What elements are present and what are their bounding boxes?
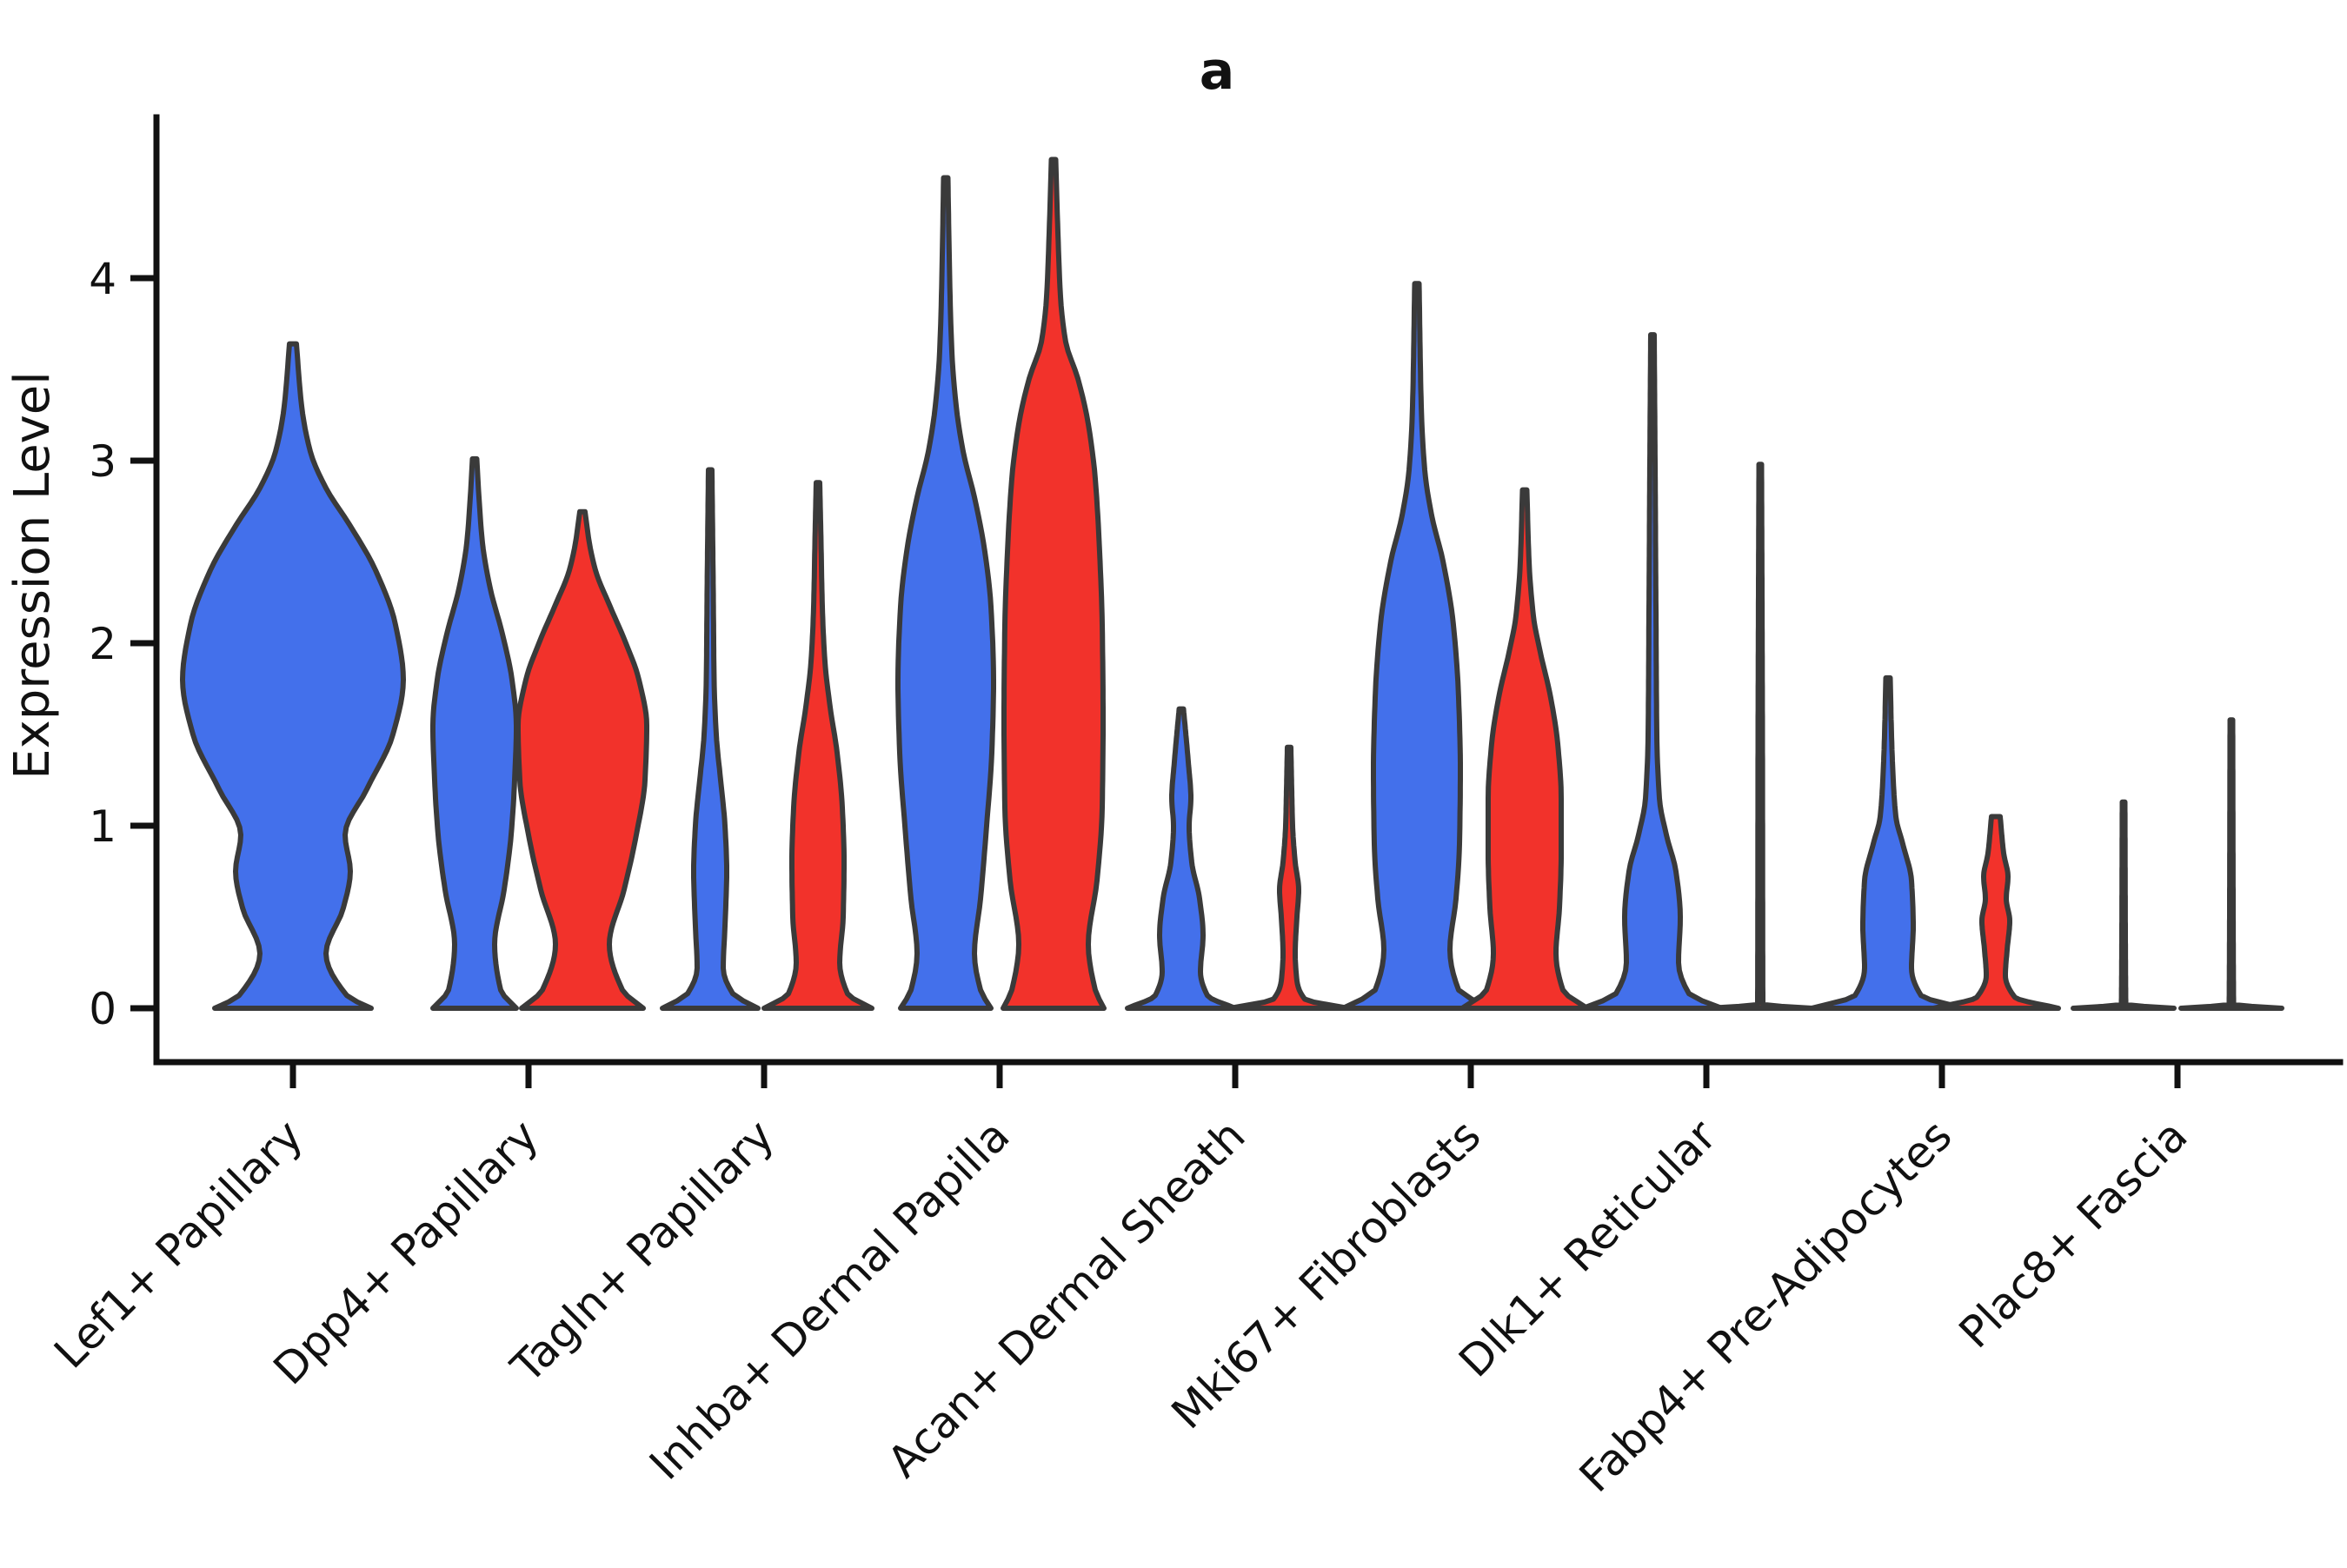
x-tick-label: Dlk1+ Reticular xyxy=(1449,1110,1725,1386)
x-tick-label: Tagln+ Papillary xyxy=(501,1110,783,1392)
y-tick-label: 2 xyxy=(89,619,116,669)
violin-red-cat8 xyxy=(2178,717,2284,1011)
violin-blue-cat3 xyxy=(895,175,996,1011)
violin-red-cat1 xyxy=(515,508,649,1011)
violin-blue-cat8 xyxy=(2071,799,2177,1011)
plot-title: a xyxy=(1200,41,1235,102)
violin-blue-cat1 xyxy=(430,455,519,1011)
violin-red-cat6 xyxy=(1705,462,1815,1011)
violin-red-cat2 xyxy=(761,480,874,1011)
y-tick-label: 1 xyxy=(89,801,116,852)
violin-red-cat4 xyxy=(1227,744,1351,1011)
x-tick-label: Lef1+ Papillary xyxy=(44,1110,312,1378)
y-tick-label: 0 xyxy=(89,984,116,1034)
x-tick-label: Fabp4+ Pre-Adipocytes xyxy=(1570,1110,1962,1502)
y-axis-label: Expression Level xyxy=(4,371,61,780)
violin-blue-cat4 xyxy=(1125,706,1238,1011)
violin-red-cat5 xyxy=(1459,487,1590,1011)
x-tick-label: Plac8+ Fascia xyxy=(1950,1110,2197,1358)
violin-red-cat3 xyxy=(1001,156,1107,1011)
y-tick-label: 4 xyxy=(89,254,116,304)
axis-spines xyxy=(153,114,2344,1066)
y-axis: 0 1 2 3 4 xyxy=(89,254,156,1034)
violin-red-cat7 xyxy=(1931,814,2061,1011)
violin-blue-cat0 xyxy=(180,341,406,1011)
violin-blue-cat5 xyxy=(1340,281,1493,1011)
violin-blue-cat2 xyxy=(660,467,761,1011)
violin-blue-cat7 xyxy=(1809,674,1967,1011)
violins-layer xyxy=(180,156,2284,1011)
y-tick-label: 3 xyxy=(89,436,116,487)
violin-blue-cat6 xyxy=(1580,332,1725,1011)
